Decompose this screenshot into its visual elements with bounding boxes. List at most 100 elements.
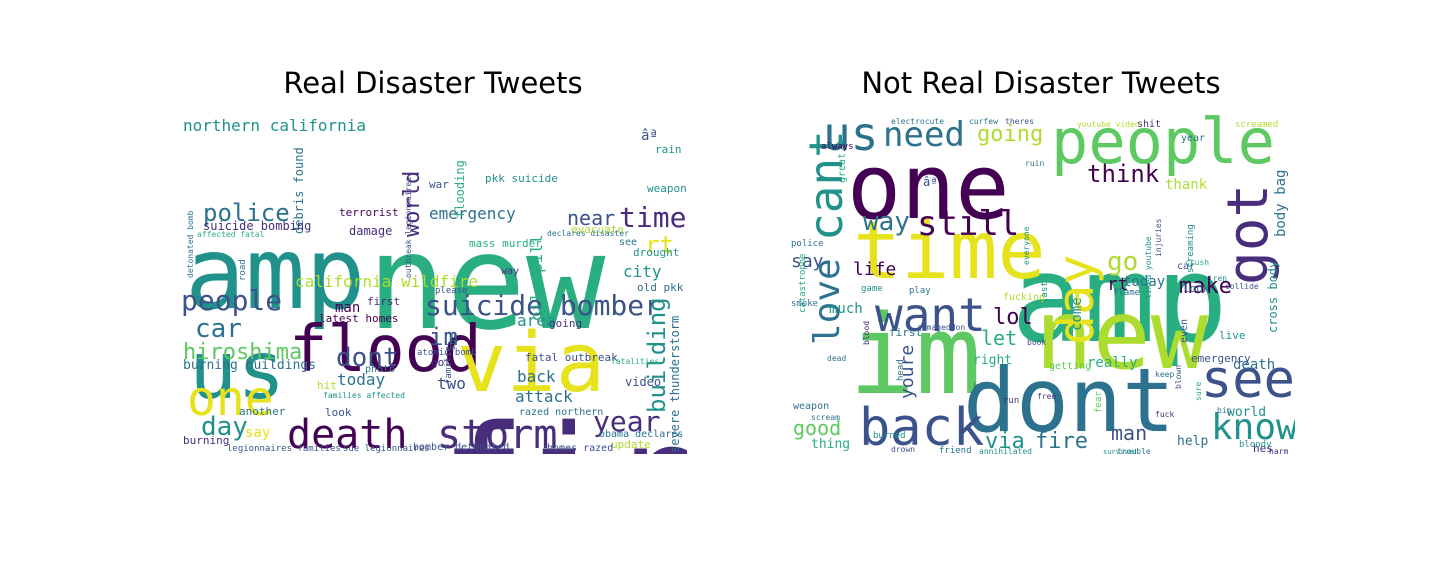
word-everyone: everyone <box>1022 226 1031 265</box>
word-trouble: trouble <box>1117 447 1151 454</box>
word-cross-body: cross body <box>1266 261 1280 333</box>
not-real-cloud-title: Not Real Disaster Tweets <box>861 66 1221 100</box>
word-armageddon: armageddon <box>917 323 965 332</box>
word-detonated-bomb: detonated bomb <box>186 210 195 278</box>
word-youre: youre <box>897 345 918 399</box>
word-play: play <box>909 286 931 296</box>
word-back: back <box>859 398 984 454</box>
word-drown: drown <box>891 445 915 454</box>
word-homes-razed: homes razed <box>547 443 613 454</box>
word-go: go <box>1107 247 1138 277</box>
word-game: game <box>861 284 883 294</box>
word-car: car <box>195 314 242 344</box>
word-thing: thing <box>811 437 850 452</box>
word-harm: harm <box>1269 447 1288 454</box>
word-annihilated: annihilated <box>979 447 1032 454</box>
not-real-disaster-wordcloud: amp im one new dont time people back want got see c… <box>787 113 1295 454</box>
word-see: see <box>619 237 637 248</box>
word-even: even <box>1179 319 1190 343</box>
word-families: families <box>444 341 454 384</box>
word-war: war <box>429 178 449 191</box>
word-terrorist: terrorist <box>339 206 399 219</box>
word-ruin: ruin <box>1025 159 1044 168</box>
word-world: world <box>1227 405 1266 420</box>
word-hes: hes <box>1253 442 1273 454</box>
word-got: got <box>431 356 451 369</box>
word-new: new <box>367 206 606 360</box>
word-bloody: bloody <box>1239 440 1272 450</box>
word-amp: amp <box>185 215 366 332</box>
word-fucking: fucking <box>1003 292 1045 303</box>
word-via: via <box>457 316 605 411</box>
word-think: think <box>1087 160 1160 188</box>
word-suicide-bomber: suicide bomber <box>425 289 661 322</box>
word-screamed: screamed <box>1235 120 1278 130</box>
word-year: year <box>593 405 660 438</box>
word-good: good <box>793 416 841 440</box>
word-know: know <box>1211 407 1295 448</box>
word-california-wildfire: california wildfire <box>295 272 478 291</box>
word-burning: burning <box>183 434 229 447</box>
word-back: back <box>517 367 556 386</box>
word-today: today <box>337 370 386 389</box>
word-another: another <box>239 405 286 418</box>
word-fire: fire <box>441 396 687 454</box>
word-live: live <box>1219 329 1246 342</box>
word-free: free <box>1037 392 1056 401</box>
word-dont: dont <box>336 343 399 373</box>
word-two: two <box>437 374 466 393</box>
word-building: building <box>643 297 671 413</box>
word-suicide-bombing: suicide bombing <box>203 219 311 233</box>
word-keep: keep <box>1155 370 1174 379</box>
word-rt: rt <box>1107 274 1129 295</box>
word-world: world <box>400 171 425 237</box>
word-outbreak-legionnaires: outbreak legionnaires <box>404 177 413 278</box>
word-flooding: flooding <box>453 160 467 218</box>
word-fatal-outbreak: fatal outbreak <box>525 351 618 364</box>
word-help: help <box>1177 434 1208 449</box>
word-say: say <box>245 425 270 441</box>
word-dead: dead <box>827 354 846 363</box>
word-need: need <box>883 115 965 155</box>
word-look: look <box>325 406 352 419</box>
word-man: man <box>335 300 360 316</box>
word-bomber-detonated: bomber detonated <box>413 442 509 453</box>
word-sue: sue <box>448 334 458 350</box>
word-got: got <box>1216 184 1281 285</box>
word-hiroshima: hiroshima <box>183 340 302 365</box>
word-near: near <box>567 206 615 230</box>
word-survived: survived <box>1103 448 1137 454</box>
word-pkk-suicide: pkk suicide <box>485 172 558 185</box>
word-latest-homes: latest homes <box>319 312 398 325</box>
word-atomic-bomb: atomic bomb <box>417 348 477 358</box>
word-via: via <box>985 429 1025 454</box>
word-us: us <box>189 324 285 417</box>
word-getting: getting <box>1049 361 1091 372</box>
word-old-pkk: old pkk <box>637 281 684 294</box>
real-cloud-title: Real Disaster Tweets <box>283 66 583 100</box>
word-siren: siren <box>1203 274 1227 283</box>
word-kid: kid <box>973 382 989 392</box>
word-thank: thank <box>1165 177 1208 193</box>
word-city: city <box>623 262 662 281</box>
word-emergency: emergency <box>1191 352 1251 365</box>
word-theres: theres <box>1005 117 1034 126</box>
word-weapon: weapon <box>647 182 687 195</box>
word-glyph: âª <box>923 175 937 189</box>
word-say: say <box>791 251 824 272</box>
word-one: one <box>847 135 1010 240</box>
word-sue-legionnaires: sue legionnaires <box>343 444 430 454</box>
word-run: run <box>1003 396 1019 406</box>
word-blood: blood <box>862 321 871 345</box>
word-burning-buildings: burning buildings <box>183 358 316 373</box>
word-obama-declares: obama declares <box>599 429 683 440</box>
word-flame: flame <box>1113 288 1140 298</box>
word-damage: damage <box>349 224 392 238</box>
word-friend: friend <box>939 446 972 454</box>
word-new: new <box>1035 279 1209 391</box>
word-people: people <box>181 284 282 317</box>
word-video: video <box>625 375 661 389</box>
